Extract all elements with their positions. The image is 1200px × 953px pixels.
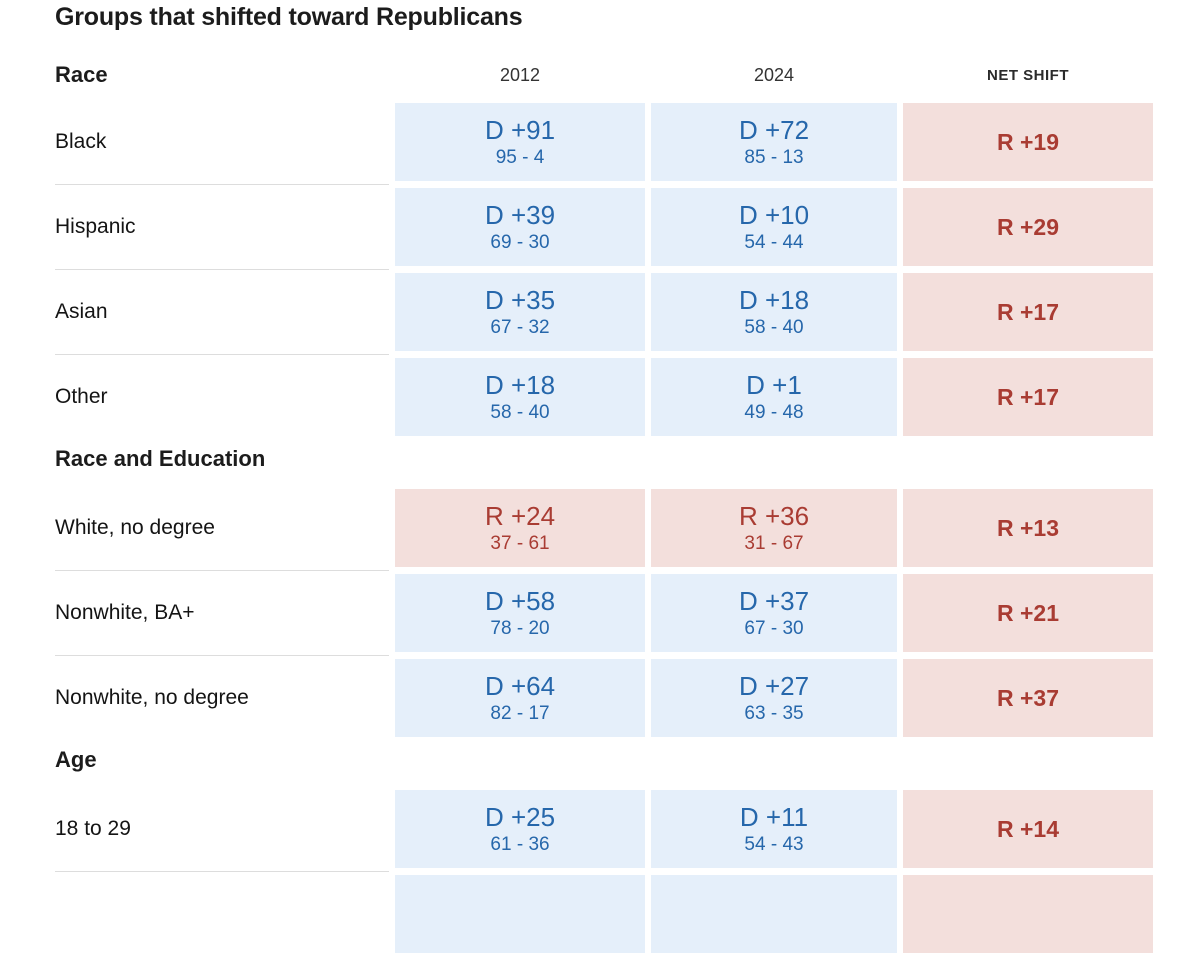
- net-shift-value: R +19: [996, 128, 1059, 155]
- cell-net-shift: R +37: [903, 659, 1153, 737]
- cell-2012: D +58 78 - 20: [395, 574, 645, 652]
- vote-split: 67 - 30: [744, 617, 804, 639]
- net-shift-value: R +13: [996, 514, 1059, 541]
- cell-2012: D +91 95 - 4: [395, 103, 645, 181]
- cell-2012: D +25 61 - 36: [395, 790, 645, 868]
- margin-value: D +18: [484, 369, 556, 400]
- margin-value: D +10: [738, 199, 810, 230]
- vote-split: 37 - 61: [490, 532, 550, 554]
- margin-value: D +35: [484, 284, 556, 315]
- column-header-2024: 2024: [753, 65, 795, 85]
- table-row: Nonwhite, no degree D +64 82 - 17 D +27 …: [55, 659, 1200, 737]
- section-age: 18 to 29 D +25 61 - 36 D +11 54 - 43 R +…: [55, 790, 1200, 953]
- cell-2024: D +27 63 - 35: [651, 659, 897, 737]
- margin-value: D +39: [484, 199, 556, 230]
- column-header-net-shift: NET SHIFT: [987, 67, 1069, 84]
- margin-value: D +91: [484, 114, 556, 145]
- vote-split: 54 - 43: [744, 833, 804, 855]
- net-shift-value: R +37: [996, 684, 1059, 711]
- vote-split: 31 - 67: [744, 532, 804, 554]
- section-header-race: Race: [55, 62, 108, 87]
- cell-2024: R +36 31 - 67: [651, 489, 897, 567]
- cell-2012: D +18 58 - 40: [395, 358, 645, 436]
- margin-value: D +11: [739, 801, 809, 832]
- margin-value: R +36: [738, 500, 810, 531]
- cell-2024: D +37 67 - 30: [651, 574, 897, 652]
- cell-2024: D +11 54 - 43: [651, 790, 897, 868]
- margin-value: D +64: [484, 670, 556, 701]
- cell-net-shift: R +29: [903, 188, 1153, 266]
- cell-net-shift: R +14: [903, 790, 1153, 868]
- vote-split: 85 - 13: [744, 146, 804, 168]
- vote-split: 67 - 32: [490, 316, 550, 338]
- row-label: [55, 875, 389, 953]
- margin-value: D +18: [738, 284, 810, 315]
- margin-value: D +25: [484, 801, 556, 832]
- row-label: Nonwhite, BA+: [55, 574, 389, 656]
- net-shift-value: R +17: [996, 298, 1059, 325]
- row-label: White, no degree: [55, 489, 389, 571]
- net-shift-value: R +14: [996, 815, 1059, 842]
- vote-split: 58 - 40: [490, 401, 550, 423]
- table-row: 18 to 29 D +25 61 - 36 D +11 54 - 43 R +…: [55, 790, 1200, 872]
- cell-2012: [395, 875, 645, 953]
- cell-2024: D +18 58 - 40: [651, 273, 897, 351]
- margin-value: D +27: [738, 670, 810, 701]
- cell-2012: D +39 69 - 30: [395, 188, 645, 266]
- net-shift-value: R +21: [996, 599, 1059, 626]
- section-race: Black D +91 95 - 4 D +72 85 - 13 R +19 H…: [55, 103, 1200, 436]
- cell-2024: D +10 54 - 44: [651, 188, 897, 266]
- cell-net-shift: [903, 875, 1153, 953]
- cell-net-shift: R +19: [903, 103, 1153, 181]
- row-label: Black: [55, 103, 389, 185]
- vote-split: 82 - 17: [490, 702, 550, 724]
- row-label: 18 to 29: [55, 790, 389, 872]
- cell-2012: R +24 37 - 61: [395, 489, 645, 567]
- cell-2024: D +1 49 - 48: [651, 358, 897, 436]
- table-row: Black D +91 95 - 4 D +72 85 - 13 R +19: [55, 103, 1200, 185]
- table-row: Asian D +35 67 - 32 D +18 58 - 40 R +17: [55, 273, 1200, 355]
- row-label: Hispanic: [55, 188, 389, 270]
- vote-split: 61 - 36: [490, 833, 550, 855]
- cell-net-shift: R +17: [903, 273, 1153, 351]
- margin-value: D +37: [738, 585, 810, 616]
- section-header-race-education: Race and Education: [55, 446, 266, 471]
- vote-split: 49 - 48: [744, 401, 804, 423]
- margin-value: D +58: [484, 585, 556, 616]
- cell-net-shift: R +17: [903, 358, 1153, 436]
- cell-2012: D +35 67 - 32: [395, 273, 645, 351]
- vote-split: 63 - 35: [744, 702, 804, 724]
- row-label: Nonwhite, no degree: [55, 686, 249, 709]
- net-shift-value: R +29: [996, 213, 1059, 240]
- table-header-row: Race 2012 2024 NET SHIFT: [55, 56, 1200, 90]
- table-row: Hispanic D +39 69 - 30 D +10 54 - 44 R +…: [55, 188, 1200, 270]
- vote-split: 78 - 20: [490, 617, 550, 639]
- column-header-2012: 2012: [499, 65, 541, 85]
- cell-2024: D +72 85 - 13: [651, 103, 897, 181]
- row-label: Other: [55, 385, 108, 408]
- cell-2024: [651, 875, 897, 953]
- cell-net-shift: R +13: [903, 489, 1153, 567]
- table-row: White, no degree R +24 37 - 61 R +36 31 …: [55, 489, 1200, 571]
- vote-split: 54 - 44: [744, 231, 804, 253]
- table-row-partially-visible: [55, 875, 1200, 953]
- section-race-education: White, no degree R +24 37 - 61 R +36 31 …: [55, 489, 1200, 737]
- net-shift-value: R +17: [996, 383, 1059, 410]
- section-header-age: Age: [55, 747, 97, 772]
- page-title: Groups that shifted toward Republicans: [55, 3, 523, 31]
- margin-value: R +24: [484, 500, 556, 531]
- vote-split: 58 - 40: [744, 316, 804, 338]
- table-row: Other D +18 58 - 40 D +1 49 - 48 R +17: [55, 358, 1200, 436]
- vote-split: 69 - 30: [490, 231, 550, 253]
- margin-value: D +1: [746, 369, 802, 400]
- margin-value: D +72: [738, 114, 810, 145]
- vote-split: 95 - 4: [495, 146, 545, 168]
- cell-2012: D +64 82 - 17: [395, 659, 645, 737]
- cell-net-shift: R +21: [903, 574, 1153, 652]
- row-label: Asian: [55, 273, 389, 355]
- table-row: Nonwhite, BA+ D +58 78 - 20 D +37 67 - 3…: [55, 574, 1200, 656]
